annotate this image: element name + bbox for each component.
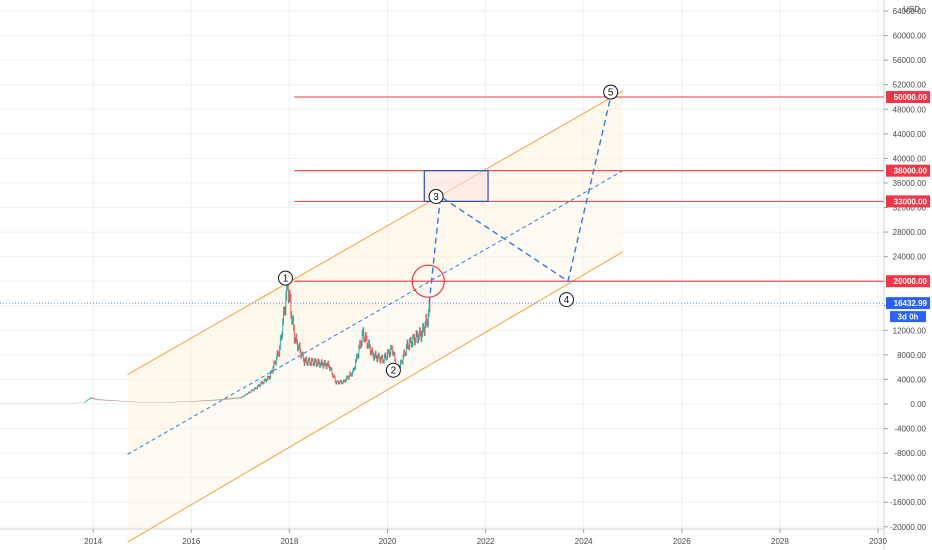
x-tick-label: 2030	[869, 537, 887, 546]
channel-lower-line	[127, 251, 624, 543]
wave-labels: 1 2 3 4 5	[277, 84, 619, 378]
y-tick-label: 36000.00	[893, 179, 927, 188]
timeframe-tag: 3d 0h	[898, 313, 919, 322]
wave-marker	[559, 292, 575, 308]
price-axis[interactable]: -20000.00 -16000.00 -12000.00 -8000.00 -4000…	[883, 0, 932, 550]
x-tick-label: 2020	[379, 537, 397, 546]
y-tick-label: 4000.00	[897, 375, 926, 384]
x-tick-label: 2026	[673, 537, 691, 546]
level-tag-label: 50000.00	[894, 93, 928, 102]
x-tick-label: 2022	[477, 537, 495, 546]
level-tag-label: 20000.00	[894, 277, 928, 286]
breakout-circle	[411, 264, 445, 298]
level-tag-box	[886, 164, 930, 177]
y-tick-label: 12000.00	[893, 326, 927, 335]
y-tick-label: -8000.00	[894, 449, 926, 458]
y-tick-label: 44000.00	[893, 130, 927, 139]
level-tag-label: 38000.00	[894, 167, 928, 176]
wave-marker	[277, 270, 293, 286]
y-tick-label: 56000.00	[893, 56, 927, 65]
axis-tags: 50000.00 38000.00 33000.00 20000.00 16432.99…	[886, 91, 930, 323]
x-tick-label: 2028	[771, 537, 789, 546]
wave-label: 1	[283, 274, 289, 285]
y-tick-label: -12000.00	[890, 474, 927, 483]
level-tag-label: 33000.00	[894, 197, 928, 206]
y-tick-label: 60000.00	[893, 32, 927, 41]
wave-label: 2	[391, 366, 397, 377]
channel-upper-fill	[127, 90, 623, 455]
y-tick-label: 28000.00	[893, 228, 927, 237]
x-tick-label: 2016	[182, 537, 200, 546]
wave-label: 3	[433, 192, 439, 203]
x-tick-label: 2014	[84, 537, 102, 546]
level-tag-box	[886, 91, 930, 103]
level-tag-box	[886, 275, 930, 288]
y-tick-label: 0.00	[910, 400, 926, 409]
wave-marker	[428, 188, 444, 204]
y-tick-label: 32000.00	[893, 204, 927, 213]
wave-label: 4	[564, 295, 570, 306]
y-tick-label: -20000.00	[890, 523, 927, 532]
y-tick-label: 52000.00	[893, 81, 927, 90]
wave-marker	[603, 84, 619, 100]
y-tick-label: -16000.00	[890, 498, 927, 507]
y-tick-label: 8000.00	[897, 351, 926, 360]
y-tick-label: -4000.00	[894, 425, 926, 434]
level-tag-box	[886, 195, 930, 208]
channel-upper-line	[127, 90, 624, 375]
price-levels	[0, 96, 884, 304]
projection-path	[428, 96, 612, 304]
last-price-tag-box	[886, 297, 930, 310]
wave-marker	[385, 362, 401, 378]
channel-lines	[127, 90, 624, 543]
price-series	[0, 277, 431, 405]
y-tick-label: 40000.00	[893, 154, 927, 163]
currency-label: USD	[903, 5, 920, 14]
y-tick-label: 48000.00	[893, 105, 927, 114]
timeframe-tag-box	[890, 311, 926, 323]
time-axis[interactable]: 2014 2016 2018 2020 2022 2024 2026 2028 2030	[0, 528, 887, 546]
y-tick-label: 64000.00	[893, 7, 927, 16]
y-tick-label: 24000.00	[893, 253, 927, 262]
wave-label: 5	[608, 88, 614, 99]
x-tick-label: 2018	[280, 537, 298, 546]
x-tick-label: 2024	[575, 537, 593, 546]
last-price-tag: 16432.99	[894, 299, 928, 308]
